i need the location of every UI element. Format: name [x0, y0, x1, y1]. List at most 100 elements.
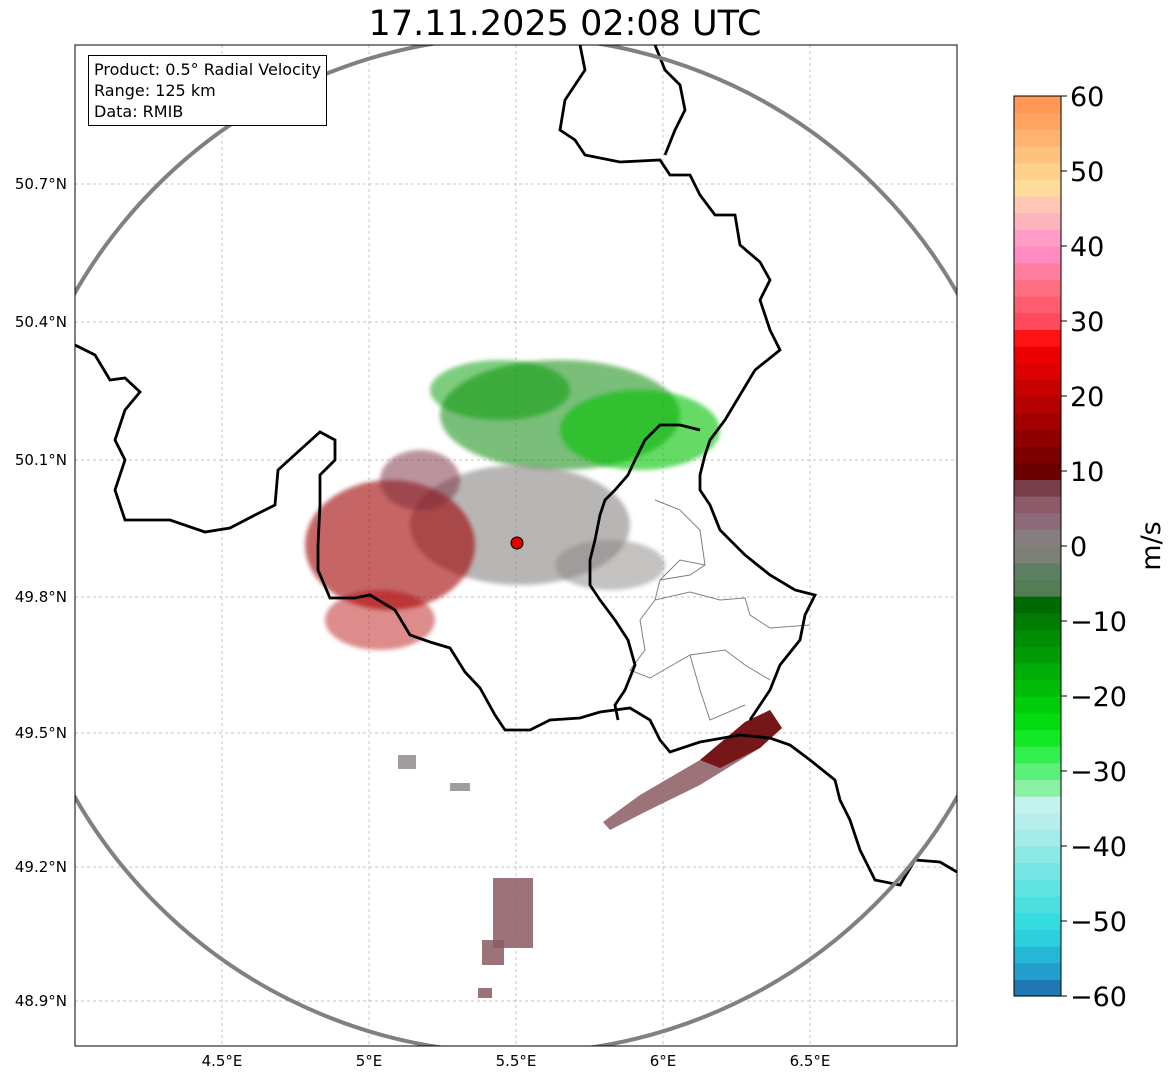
- colorbar-strip: [1014, 546, 1061, 564]
- region-borders: [629, 499, 811, 721]
- colorbar-strip: [1014, 312, 1061, 330]
- colorbar-strip: [1014, 712, 1061, 730]
- colorbar-strip: [1014, 446, 1061, 464]
- colorbar-tick-label: −20: [1070, 682, 1127, 713]
- colorbar-tick-label: −30: [1070, 757, 1127, 788]
- colorbar-strip: [1014, 96, 1061, 114]
- colorbar-strip: [1014, 479, 1061, 497]
- colorbar-strips: [1014, 96, 1061, 997]
- colorbar-tick-label: 50: [1070, 157, 1104, 188]
- colorbar-tick-label: 0: [1070, 532, 1087, 563]
- lat-tick-label: 49.2°N: [15, 858, 67, 876]
- echo-red-west: [305, 480, 475, 610]
- lon-tick-label: 6°E: [650, 1052, 677, 1070]
- echo-green-north: [430, 360, 570, 420]
- lat-tick-labels: 50.7°N 50.4°N 50.1°N 49.8°N 49.5°N 49.2°…: [15, 175, 67, 1010]
- colorbar-strip: [1014, 796, 1061, 814]
- lat-tick-label: 50.4°N: [15, 313, 67, 331]
- lon-tick-label: 6.5°E: [790, 1052, 831, 1070]
- echo-green-east: [560, 390, 720, 470]
- colorbar-strip: [1014, 679, 1061, 697]
- colorbar-strip: [1014, 296, 1061, 314]
- lat-tick-label: 49.8°N: [15, 588, 67, 606]
- colorbar-strip: [1014, 496, 1061, 514]
- colorbar-strip: [1014, 629, 1061, 647]
- radar-site-marker: [510, 536, 524, 550]
- colorbar-strip: [1014, 229, 1061, 247]
- lat-tick-label: 50.1°N: [15, 451, 67, 469]
- axes-frame: [74, 44, 958, 1047]
- colorbar-tick-label: −50: [1070, 907, 1127, 938]
- echo-small-2: [450, 783, 470, 791]
- colorbar-strip: [1014, 962, 1061, 980]
- colorbar-strip: [1014, 779, 1061, 797]
- colorbar-strip: [1014, 212, 1061, 230]
- colorbar-strip: [1014, 646, 1061, 664]
- colorbar-tick-label: 40: [1070, 232, 1104, 263]
- colorbar-strip: [1014, 379, 1061, 397]
- echo-southeast-band-core: [700, 710, 782, 768]
- map-title: 17.11.2025 02:08 UTC: [368, 4, 762, 44]
- colorbar-strip: [1014, 729, 1061, 747]
- colorbar-strip: [1014, 329, 1061, 347]
- colorbar-tick-label: 30: [1070, 307, 1104, 338]
- colorbar-strip: [1014, 179, 1061, 197]
- colorbar-strip: [1014, 946, 1061, 964]
- colorbar-strip: [1014, 912, 1061, 930]
- colorbar-ticks: 60 50 40 30 20 10 0 −10 −20 −30 −40 −50 …: [1070, 82, 1127, 1013]
- colorbar-tick-label: −60: [1070, 982, 1127, 1013]
- country-borders: [75, 45, 957, 887]
- echo-south-patch-3: [478, 988, 492, 998]
- colorbar-strip: [1014, 362, 1061, 380]
- colorbar-strip: [1014, 896, 1061, 914]
- colorbar-strip: [1014, 562, 1061, 580]
- lat-tick-label: 48.9°N: [15, 992, 67, 1010]
- colorbar-strip: [1014, 579, 1061, 597]
- velocity-echoes: [305, 360, 782, 998]
- colorbar-tick-label: 60: [1070, 82, 1104, 113]
- lon-tick-label: 4.5°E: [202, 1052, 243, 1070]
- echo-red-southwest: [325, 590, 435, 650]
- echo-south-patch-2: [482, 940, 504, 965]
- colorbar-strip: [1014, 812, 1061, 830]
- colorbar: 60 50 40 30 20 10 0 −10 −20 −30 −40 −50 …: [1013, 82, 1167, 1013]
- colorbar-strip: [1014, 762, 1061, 780]
- colorbar-strip: [1014, 662, 1061, 680]
- colorbar-tick-label: 10: [1070, 457, 1104, 488]
- info-product: Product: 0.5° Radial Velocity: [94, 60, 322, 79]
- colorbar-strip: [1014, 529, 1061, 547]
- colorbar-strip: [1014, 346, 1061, 364]
- colorbar-tick-label: −10: [1070, 607, 1127, 638]
- colorbar-tick-marks: [1061, 95, 1067, 997]
- echo-small-1: [398, 755, 416, 769]
- colorbar-strip: [1014, 462, 1061, 480]
- colorbar-strip: [1014, 596, 1061, 614]
- colorbar-strip: [1014, 879, 1061, 897]
- colorbar-strip: [1014, 396, 1061, 414]
- colorbar-strip: [1014, 146, 1061, 164]
- echo-gray-east: [555, 540, 665, 590]
- colorbar-strip: [1014, 512, 1061, 530]
- lat-tick-label: 50.7°N: [15, 175, 67, 193]
- info-box: Product: 0.5° Radial Velocity Range: 125…: [88, 55, 328, 126]
- gridlines: [75, 45, 957, 1046]
- info-data-source: Data: RMIB: [94, 102, 184, 121]
- colorbar-strip: [1014, 112, 1061, 130]
- echo-maroon: [380, 450, 460, 510]
- colorbar-strip: [1014, 862, 1061, 880]
- echo-south-patch: [493, 878, 533, 948]
- lat-tick-label: 49.5°N: [15, 724, 67, 742]
- colorbar-strip: [1014, 162, 1061, 180]
- lon-tick-labels: 4.5°E 5°E 5.5°E 6°E 6.5°E: [202, 1052, 831, 1070]
- colorbar-strip: [1014, 129, 1061, 147]
- colorbar-strip: [1014, 262, 1061, 280]
- colorbar-strip: [1014, 746, 1061, 764]
- colorbar-strip: [1014, 246, 1061, 264]
- lon-tick-label: 5°E: [356, 1052, 383, 1070]
- colorbar-tick-label: 20: [1070, 382, 1104, 413]
- colorbar-strip: [1014, 829, 1061, 847]
- colorbar-strip: [1014, 846, 1061, 864]
- colorbar-strip: [1014, 696, 1061, 714]
- colorbar-strip: [1014, 196, 1061, 214]
